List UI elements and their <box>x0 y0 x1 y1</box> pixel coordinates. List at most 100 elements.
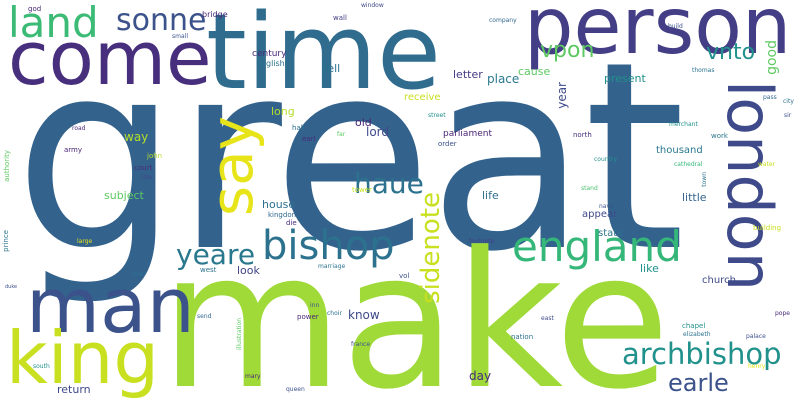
word-city: city <box>783 98 794 105</box>
word-london: london <box>713 80 786 292</box>
word-time: time <box>206 0 441 113</box>
word-life: life <box>482 189 499 202</box>
word-present: present <box>604 72 646 85</box>
word-way: way <box>124 130 149 144</box>
word-build: build <box>668 23 683 30</box>
word-duke: duke <box>5 284 18 290</box>
word-company: company <box>489 17 517 24</box>
word-old: old <box>355 116 372 129</box>
word-sonne: sonne <box>116 3 207 38</box>
word-authority: authority <box>3 150 11 182</box>
word-appear: appear <box>582 209 618 220</box>
word-send: send <box>197 313 212 320</box>
word-small: small <box>172 33 188 40</box>
word-lord: lord <box>366 125 390 139</box>
word-long: long <box>271 105 295 118</box>
word-merchant: merchant <box>669 121 698 128</box>
word-cause: cause <box>518 65 551 78</box>
word-state: state <box>598 228 624 239</box>
word-thousand: thousand <box>656 145 703 156</box>
word-order: order <box>438 140 457 148</box>
word-come: come <box>8 16 212 102</box>
word-water: water <box>758 161 776 168</box>
word-earle: earle <box>668 369 729 397</box>
word-bishop: bishop <box>262 223 395 269</box>
word-make: make <box>160 212 670 400</box>
word-earl: earl <box>302 135 316 143</box>
word-choir: choir <box>327 310 342 317</box>
word-english: english <box>256 59 285 68</box>
word-north: north <box>573 131 592 139</box>
word-chapel: chapel <box>682 322 706 330</box>
word-haue: haue <box>354 167 424 200</box>
word-john: john <box>147 152 163 160</box>
word-land: land <box>8 0 99 47</box>
word-tell: tell <box>323 62 341 75</box>
word-king: king <box>6 316 160 400</box>
word-army: army <box>64 146 83 154</box>
word-east: east <box>541 315 554 322</box>
word-palace: palace <box>746 333 766 340</box>
word-know: know <box>348 308 380 322</box>
word-yeare: yeare <box>176 238 256 271</box>
word-wall: wall <box>333 14 347 22</box>
word-house: house <box>262 198 296 211</box>
word-little: little <box>682 191 707 204</box>
word-look: look <box>237 264 260 277</box>
word-street: street <box>428 112 446 119</box>
word-receive: receive <box>404 92 441 103</box>
word-england: england <box>512 222 682 271</box>
word-pass: pass <box>763 94 777 101</box>
word-parliament: parliament <box>443 129 492 139</box>
word-bridge: bridge <box>202 10 228 19</box>
word-thomas: thomas <box>692 67 715 74</box>
word-man: man <box>26 261 195 350</box>
word-marriage: marriage <box>318 263 346 270</box>
word-south: south <box>33 363 50 370</box>
word-window: window <box>361 2 384 9</box>
word-illustration: illustration <box>236 318 243 350</box>
word-return: return <box>57 383 91 396</box>
word-nation: nation <box>511 333 534 341</box>
word-nave: nave <box>599 203 614 210</box>
word-hall: hall <box>292 124 305 132</box>
word-west: west <box>200 266 217 274</box>
word-say: say <box>198 116 266 217</box>
word-sidenote: sidenote <box>416 192 446 304</box>
word-work: work <box>711 132 728 140</box>
word-stand: stand <box>581 185 598 192</box>
word-prince: prince <box>2 230 10 252</box>
word-century: century <box>252 49 287 59</box>
word-court: court <box>134 164 153 172</box>
word-god: god <box>28 5 42 13</box>
word-inn: inn <box>310 302 320 309</box>
word-great: great <box>14 7 685 309</box>
word-sir: sir <box>784 112 792 119</box>
word-die: die <box>286 219 297 227</box>
word-vnto: vnto <box>706 40 756 65</box>
word-place: place <box>487 72 520 86</box>
word-town: town <box>701 172 708 187</box>
word-queen: queen <box>286 386 305 393</box>
word-power: power <box>297 313 319 321</box>
word-year: year <box>555 82 569 109</box>
word-vpon: vpon <box>540 38 595 63</box>
word-kingdom: kingdom <box>268 211 299 219</box>
word-cathedral: cathedral <box>674 161 703 168</box>
word-henry: henry <box>748 363 766 370</box>
word-letter: letter <box>453 68 483 81</box>
word-law: law <box>141 173 153 181</box>
word-day: day <box>469 369 492 383</box>
word-like: like <box>640 262 659 275</box>
word-large: large <box>77 238 93 245</box>
word-person: person <box>524 0 792 72</box>
word-pope: pope <box>775 310 790 317</box>
word-vol: vol <box>399 272 410 280</box>
word-archbishop: archbishop <box>622 337 782 371</box>
word-tower: tower <box>352 186 372 194</box>
word-river: river <box>132 271 146 278</box>
word-far: far <box>337 131 346 138</box>
word-mary: mary <box>245 373 261 380</box>
word-footnote: footnote <box>469 238 495 245</box>
word-church: church <box>702 275 736 286</box>
